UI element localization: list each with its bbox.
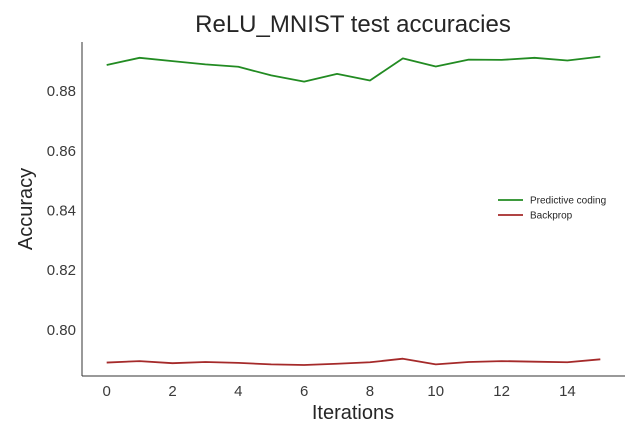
x-tick-label: 12: [493, 383, 510, 400]
series-line-predictive-coding: [106, 55, 601, 83]
y-tick-label: 0.84: [47, 202, 76, 219]
y-tick-label: 0.82: [47, 262, 76, 279]
x-tick-label: 8: [366, 383, 374, 400]
axes: [81, 42, 625, 377]
legend-label: Predictive coding: [530, 196, 606, 207]
legend: Predictive coding Backprop: [498, 196, 606, 222]
chart-title: ReLU_MNIST test accuracies: [195, 11, 511, 38]
x-tick-label: 14: [559, 383, 576, 400]
series-line-backprop: [106, 357, 601, 366]
y-ticks: 0.80 0.82 0.84 0.86 0.88: [47, 83, 76, 339]
x-ticks: 0 2 4 6 8 10 12 14: [103, 383, 576, 400]
x-tick-label: 2: [168, 383, 176, 400]
x-tick-label: 0: [103, 383, 111, 400]
x-axis-label: Iterations: [312, 402, 394, 424]
y-tick-label: 0.86: [47, 143, 76, 160]
y-tick-label: 0.80: [47, 322, 76, 339]
y-axis-label: Accuracy: [15, 168, 37, 250]
legend-label: Backprop: [530, 211, 573, 222]
series-lines: [106, 55, 601, 366]
x-tick-label: 10: [427, 383, 444, 400]
y-tick-label: 0.88: [47, 83, 76, 100]
x-tick-label: 4: [234, 383, 242, 400]
x-tick-label: 6: [300, 383, 308, 400]
